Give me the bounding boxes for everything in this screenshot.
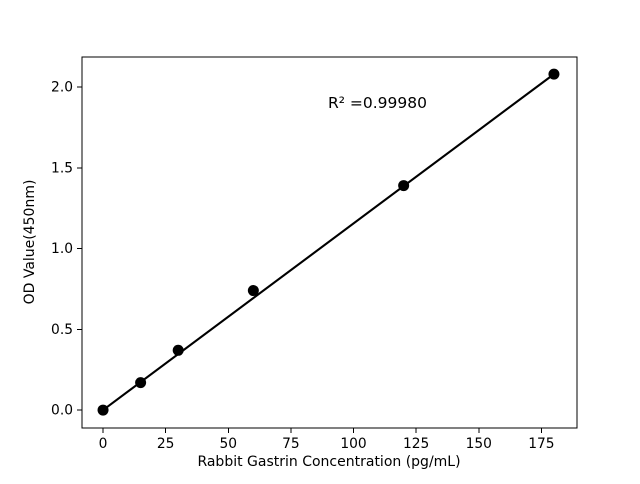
data-point bbox=[398, 180, 410, 192]
x-tick-label: 0 bbox=[99, 436, 108, 452]
x-tick-label: 175 bbox=[528, 436, 554, 452]
y-tick-label: 1.0 bbox=[51, 241, 73, 257]
y-axis-label: OD Value(450nm) bbox=[22, 180, 38, 305]
data-point bbox=[548, 68, 560, 80]
y-tick-label: 1.5 bbox=[51, 160, 73, 176]
x-tick-label: 150 bbox=[466, 436, 492, 452]
y-axis-ticks: 0.0 0.5 1.0 1.5 2.0 bbox=[51, 80, 82, 419]
x-axis-label: Rabbit Gastrin Concentration (pg/mL) bbox=[197, 454, 460, 470]
x-tick-label: 50 bbox=[220, 436, 238, 452]
fit-line bbox=[101, 73, 556, 412]
data-point bbox=[247, 285, 259, 297]
x-tick-label: 125 bbox=[403, 436, 429, 452]
x-tick-label: 75 bbox=[282, 436, 300, 452]
r-squared-annotation: R² =0.99980 bbox=[328, 94, 427, 112]
x-tick-label: 25 bbox=[157, 436, 175, 452]
x-tick-label: 100 bbox=[340, 436, 366, 452]
plot-frame bbox=[81, 56, 578, 429]
y-tick-label: 0.5 bbox=[51, 322, 73, 338]
data-point bbox=[172, 344, 184, 356]
data-series bbox=[97, 68, 560, 416]
data-point bbox=[97, 404, 109, 416]
x-axis-ticks: 0 25 50 75 100 125 150 175 bbox=[99, 428, 555, 452]
y-tick-label: 2.0 bbox=[51, 80, 73, 96]
y-tick-label: 0.0 bbox=[51, 403, 73, 419]
data-point bbox=[135, 377, 147, 389]
